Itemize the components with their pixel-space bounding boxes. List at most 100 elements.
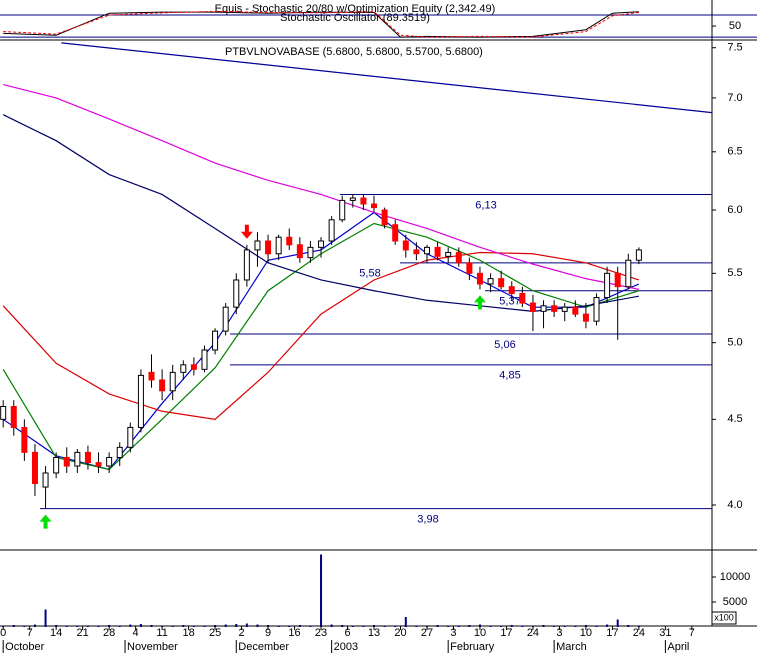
level-label: 5,58 <box>359 268 380 280</box>
candle-body <box>212 330 219 351</box>
candle-body <box>275 236 282 255</box>
level-label: 3,98 <box>417 514 438 526</box>
candle-body <box>63 456 70 467</box>
candle-body <box>551 305 558 312</box>
candle-body <box>582 313 589 322</box>
y-tick-label: 50 <box>729 20 741 32</box>
level-label: 5,06 <box>494 339 515 351</box>
candle-body <box>381 209 388 226</box>
month-label: October <box>5 641 44 653</box>
y-tick-label: 4.0 <box>727 499 742 511</box>
y-tick-label: 6.0 <box>727 204 742 216</box>
candle-body <box>572 306 579 315</box>
candle-body <box>265 240 272 255</box>
candle-body <box>53 456 60 474</box>
candle-body <box>339 199 346 221</box>
candle-body <box>540 305 547 312</box>
moving-average <box>3 83 640 290</box>
x-tick-label: 13 <box>368 627 380 639</box>
level-label: 5,37 <box>499 296 520 308</box>
y-tick-label: 6.5 <box>727 146 742 158</box>
x-tick-label: 24 <box>633 627 645 639</box>
candle-body <box>466 262 473 274</box>
level-label: 6,13 <box>475 199 496 211</box>
candle-body <box>95 462 102 467</box>
candle-body <box>625 259 632 288</box>
candle-body <box>593 297 600 322</box>
y-tick-label: 4.5 <box>727 413 742 425</box>
candle-body <box>84 451 91 464</box>
stochastic-line <box>3 10 639 38</box>
x-tick-label: 3 <box>556 627 562 639</box>
y-tick-label: 7.5 <box>727 42 742 54</box>
candle-body <box>434 246 441 257</box>
x-tick-label: 27 <box>421 627 433 639</box>
candle-body <box>614 272 621 288</box>
y-tick-label: 5.0 <box>727 337 742 349</box>
candle-body <box>296 244 303 259</box>
candle-body <box>392 224 399 242</box>
candle-body <box>307 246 314 259</box>
moving-average <box>2 251 640 420</box>
y-tick-label: 10000 <box>720 571 751 583</box>
x-tick-label: 14 <box>50 627 62 639</box>
candle-body <box>31 451 38 484</box>
x-tick-label: 17 <box>500 627 512 639</box>
candle-body <box>148 371 155 381</box>
x-tick-label: 7 <box>27 627 33 639</box>
candle-body <box>498 278 505 288</box>
candle-body <box>10 405 17 428</box>
candle-body <box>455 251 462 264</box>
candle-body <box>423 246 430 255</box>
candle-body <box>0 405 7 420</box>
x-tick-label: 9 <box>265 627 271 639</box>
x-tick-label: 2 <box>239 627 245 639</box>
month-label: 2003 <box>334 641 358 653</box>
y-tick-label: 5000 <box>723 596 747 608</box>
candle-body <box>328 219 335 242</box>
stochastic-title: Equis - Stochastic 20/80 w/Optimization … <box>215 3 496 15</box>
candle-body <box>42 472 49 488</box>
candle-body <box>243 249 250 281</box>
candle-body <box>222 306 229 332</box>
candle-body <box>487 278 494 285</box>
candle-body <box>371 203 378 209</box>
x-tick-label: 7 <box>689 627 695 639</box>
candle-body <box>74 451 81 467</box>
candle-body <box>413 249 420 255</box>
unit-box <box>711 611 737 625</box>
stochastic-line <box>3 11 639 38</box>
candle-body <box>360 197 367 205</box>
x-tick-label: 28 <box>103 627 115 639</box>
candle-body <box>604 272 611 299</box>
x-tick-label: 21 <box>77 627 89 639</box>
candle-body <box>508 286 515 294</box>
candle-body <box>519 292 526 304</box>
x-tick-label: 31 <box>659 627 671 639</box>
month-label: April <box>667 641 689 653</box>
candle-body <box>201 349 208 370</box>
buy-arrow <box>473 295 486 310</box>
x-tick-label: 16 <box>288 627 300 639</box>
candle-body <box>254 240 261 251</box>
candle-body <box>137 374 144 428</box>
x-tick-label: 23 <box>315 627 327 639</box>
candle-body <box>349 197 356 201</box>
candle-body <box>445 251 452 257</box>
level-label: 4,85 <box>499 370 520 382</box>
candle-body <box>635 249 642 261</box>
candle-body <box>169 371 176 392</box>
x-tick-label: 3 <box>450 627 456 639</box>
x-tick-label: 18 <box>182 627 194 639</box>
candle-body <box>116 446 123 458</box>
x-tick-label: 25 <box>209 627 221 639</box>
unit-label: x100 <box>714 612 734 622</box>
candle-body <box>159 379 166 392</box>
x-tick-label: 6 <box>344 627 350 639</box>
candle-body <box>233 279 240 308</box>
x-tick-label: 20 <box>394 627 406 639</box>
x-tick-label: 17 <box>606 627 618 639</box>
stochastic-subtitle: Stochastic Oscillator (89.3519) <box>280 12 430 24</box>
candle-body <box>106 456 113 467</box>
